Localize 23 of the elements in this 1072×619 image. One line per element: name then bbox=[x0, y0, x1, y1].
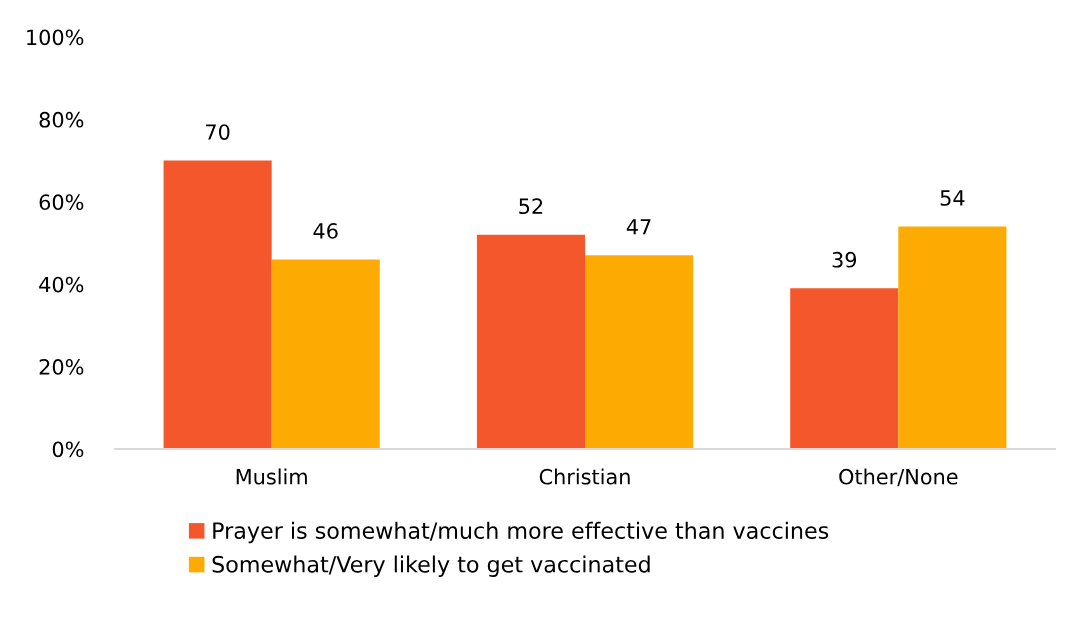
bar bbox=[898, 226, 1007, 449]
y-tick-label: 60% bbox=[39, 194, 84, 211]
x-tick-label: Christian bbox=[539, 468, 630, 485]
bar bbox=[271, 259, 380, 449]
data-label: 52 bbox=[519, 198, 543, 215]
x-tick-label: Muslim bbox=[236, 468, 307, 485]
data-label: 39 bbox=[832, 251, 857, 268]
legend-label: Prayer is somewhat/much more effective than vaccines bbox=[213, 521, 829, 544]
bar bbox=[585, 255, 694, 449]
bar bbox=[790, 288, 899, 449]
y-tick-label: 0% bbox=[52, 441, 84, 458]
legend-label: Somewhat/Very likely to get vaccinated bbox=[212, 555, 650, 577]
y-tick-label: 20% bbox=[39, 359, 84, 375]
y-tick-label: 40% bbox=[39, 276, 84, 293]
data-label: 70 bbox=[206, 124, 230, 140]
x-tick-label: Other/None bbox=[839, 468, 958, 487]
data-label: 47 bbox=[626, 219, 651, 235]
bar bbox=[476, 234, 585, 449]
bar bbox=[163, 160, 272, 449]
data-label: 46 bbox=[313, 223, 338, 239]
y-tick-label: 100% bbox=[27, 29, 84, 46]
data-label: 54 bbox=[940, 190, 965, 206]
y-tick-label: 80% bbox=[39, 111, 84, 128]
